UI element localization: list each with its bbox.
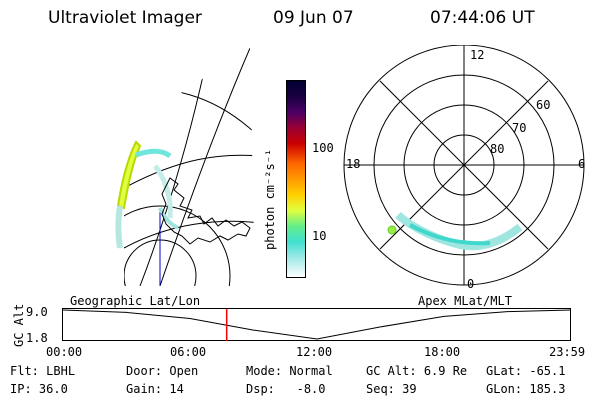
gain-status: Gain: 14	[126, 382, 184, 396]
gain-label: Gain:	[126, 382, 163, 396]
sequence-label: Seq:	[366, 382, 395, 396]
geo-latitude-label: GLat:	[486, 364, 523, 378]
polar-plot	[343, 45, 585, 286]
observation-date: 09 Jun 07	[273, 8, 354, 28]
timeline-x-tick: 00:00	[46, 345, 83, 359]
auroral-oval-core	[409, 223, 491, 246]
sequence-value: 39	[402, 382, 417, 396]
geo-latitude-status: GLat: -65.1	[486, 364, 565, 378]
instrument-title: Ultraviolet Imager	[48, 8, 202, 28]
gain-value: 14	[169, 382, 184, 396]
door-value: Open	[169, 364, 199, 378]
dsp-label: Dsp:	[246, 382, 275, 396]
colorbar-tick-label: 100	[312, 141, 334, 155]
timeline-right-label: Apex MLat/MLT	[418, 294, 512, 308]
meridian-line	[159, 48, 251, 286]
aurora-patch	[158, 207, 179, 230]
ip-value: 36.0	[38, 382, 68, 396]
coastline	[161, 177, 251, 245]
colorbar-unit-label: photon cm⁻²s⁻¹	[263, 148, 277, 250]
filter-label: Flt:	[10, 364, 39, 378]
colorbar	[286, 80, 306, 278]
timeline-x-tick: 23:59	[549, 345, 586, 359]
geo-longitude-label: GLon:	[486, 382, 523, 396]
ip-label: IP:	[10, 382, 32, 396]
mode-value: Normal	[289, 364, 333, 378]
aurora-patch	[153, 164, 173, 219]
aurora-faint-arc	[115, 205, 123, 249]
gc-altitude-value: 6.9 Re	[423, 364, 468, 378]
mlat-label-60: 60	[536, 98, 551, 112]
timeline-x-tick: 18:00	[424, 345, 461, 359]
timeline-y-tick: 1.8	[26, 331, 48, 345]
timeline-plot	[62, 308, 572, 341]
geo-longitude-status: GLon: 185.3	[486, 382, 565, 396]
geo-latitude-value: -65.1	[529, 364, 566, 378]
timeline-y-tick: 9.0	[26, 305, 48, 319]
timeline-frame	[62, 308, 571, 341]
orbit-altitude-curve	[62, 309, 572, 340]
parallel-line	[124, 220, 255, 249]
mlat-label-70: 70	[512, 121, 527, 135]
door-label: Door:	[126, 364, 163, 378]
dsp-value: -8.0	[296, 382, 326, 396]
mlat-label-80: 80	[490, 142, 505, 156]
gc-altitude-label: GC Alt:	[366, 364, 417, 378]
ip-status: IP: 36.0	[10, 382, 68, 396]
parallel-line	[124, 89, 255, 149]
meridian-line	[139, 48, 211, 286]
timeline-x-tick: 12:00	[296, 345, 333, 359]
timeline-x-tick: 06:00	[170, 345, 207, 359]
aurora-patch	[135, 148, 172, 159]
mlt-label-0: 0	[467, 277, 475, 291]
mlt-label-12: 12	[470, 48, 485, 62]
door-status: Door: Open	[126, 364, 198, 378]
sequence-status: Seq: 39	[366, 382, 417, 396]
colorbar-tick-label: 10	[312, 229, 327, 243]
mlt-label-18: 18	[346, 157, 361, 171]
geo-longitude-value: 185.3	[529, 382, 566, 396]
observation-time: 07:44:06 UT	[430, 8, 535, 28]
timeline-y-label: GC Alt	[12, 303, 26, 347]
latitude-circle	[124, 205, 231, 286]
mlt-label-6: 6	[578, 157, 586, 171]
aurora-bright-arc	[116, 140, 142, 210]
emission-spot	[387, 225, 397, 235]
geographic-image-panel	[115, 48, 255, 286]
dsp-status: Dsp: -8.0	[246, 382, 326, 396]
gc-altitude-status: GC Alt: 6.9 Re	[366, 364, 467, 378]
filter-value: LBHL	[46, 364, 76, 378]
timeline-left-label: Geographic Lat/Lon	[70, 294, 201, 308]
parallel-line	[124, 154, 255, 189]
filter-status: Flt: LBHL	[10, 364, 75, 378]
mode-status: Mode: Normal	[246, 364, 333, 378]
mode-label: Mode:	[246, 364, 283, 378]
